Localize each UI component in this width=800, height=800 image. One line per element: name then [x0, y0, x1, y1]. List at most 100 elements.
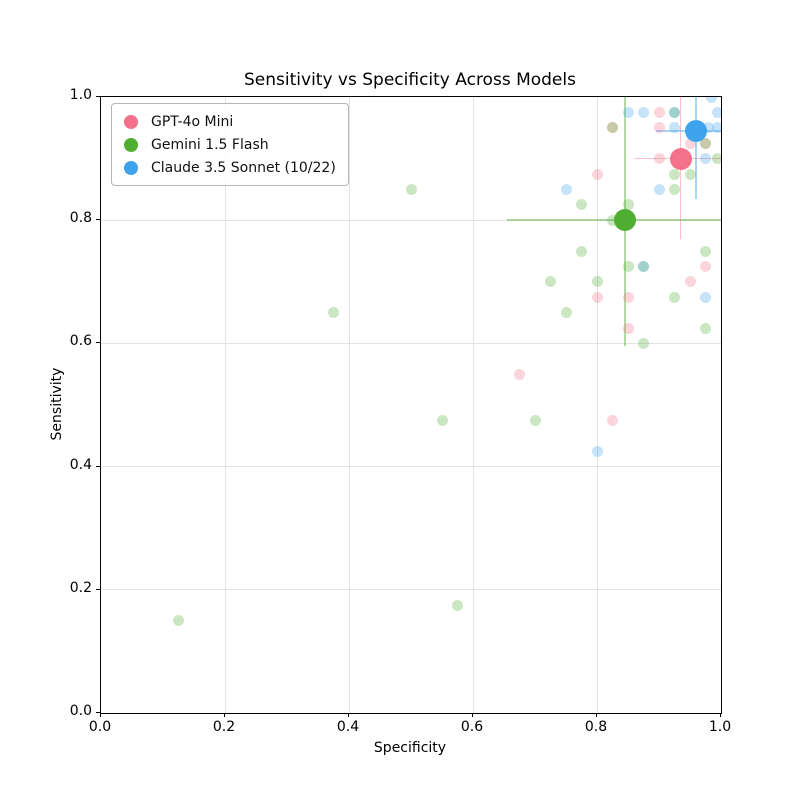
x-tick-label: 0.8 — [584, 719, 608, 735]
scatter-point — [638, 106, 649, 118]
scatter-point — [576, 245, 587, 257]
scatter-point — [328, 307, 339, 319]
y-tick-mark — [96, 219, 100, 221]
scatter-point — [591, 291, 603, 303]
scatter-point — [452, 599, 463, 611]
y-tick-label: 0.0 — [69, 703, 92, 719]
legend: GPT-4o Mini Gemini 1.5 Flash Claude 3.5 So… — [111, 103, 349, 186]
x-tick-label: 1.0 — [708, 719, 732, 735]
scatter-point — [700, 322, 711, 334]
x-tick-mark — [596, 713, 597, 717]
x-tick-label: 0.0 — [88, 719, 112, 735]
errorbar-vertical — [695, 97, 697, 199]
y-tick-mark — [96, 465, 100, 467]
y-tick-mark — [96, 712, 100, 713]
legend-item-label: Gemini 1.5 Flash — [151, 136, 269, 153]
scatter-point — [607, 122, 618, 134]
y-tick-mark — [96, 342, 100, 344]
scatter-point — [700, 137, 711, 149]
scatter-point — [173, 615, 184, 627]
plot-area: GPT-4o Mini Gemini 1.5 Flash Claude 3.5 So… — [100, 96, 722, 714]
scatter-point — [638, 260, 649, 272]
scatter-point — [706, 97, 718, 103]
gridline-vertical — [596, 97, 598, 713]
scatter-point — [669, 183, 680, 195]
scatter-point — [638, 337, 649, 349]
scatter-point — [700, 260, 711, 272]
y-tick-label: 0.4 — [69, 456, 92, 473]
scatter-point — [514, 368, 525, 380]
scatter-point — [607, 122, 618, 134]
scatter-point — [622, 260, 634, 272]
scatter-point — [545, 276, 556, 288]
scatter-point — [669, 168, 680, 180]
scatter-point — [712, 106, 721, 118]
chart-title: Sensitivity vs Specificity Across Models — [244, 70, 576, 90]
gridline-horizontal — [101, 589, 721, 591]
scatter-point — [638, 260, 649, 272]
y-tick-mark — [96, 96, 100, 97]
scatter-point — [560, 183, 572, 195]
scatter-point — [436, 414, 448, 426]
legend-swatch — [124, 114, 138, 129]
y-tick-label: 0.2 — [69, 579, 92, 596]
scatter-point — [622, 322, 634, 334]
legend-swatch — [124, 160, 138, 175]
scatter-point — [653, 106, 665, 118]
scatter-point — [405, 183, 417, 195]
scatter-point — [622, 106, 634, 118]
x-tick-mark — [224, 713, 225, 717]
gridline-vertical — [224, 97, 226, 713]
scatter-point — [607, 214, 618, 226]
y-tick-label: 0.6 — [69, 333, 92, 350]
x-tick-mark — [100, 713, 101, 717]
gridline-vertical — [348, 97, 350, 713]
scatter-point — [560, 307, 572, 319]
scatter-point — [700, 245, 711, 257]
legend-item: Claude 3.5 Sonnet (10/22) — [124, 156, 336, 179]
scatter-point — [712, 153, 721, 165]
scatter-point — [669, 106, 680, 118]
legend-swatch — [124, 137, 138, 152]
scatter-point — [591, 168, 603, 180]
legend-item-label: Claude 3.5 Sonnet (10/22) — [151, 159, 336, 176]
scatter-point — [607, 414, 618, 426]
scatter-point — [591, 276, 603, 288]
scatter-point — [622, 199, 634, 211]
legend-item-label: GPT-4o Mini — [151, 113, 234, 130]
legend-item: Gemini 1.5 Flash — [124, 133, 336, 156]
scatter-point — [712, 122, 721, 134]
scatter-point — [529, 414, 541, 426]
y-tick-label: 0.8 — [69, 210, 92, 227]
scatter-point — [684, 137, 696, 149]
scatter-point — [700, 137, 711, 149]
x-tick-label: 0.4 — [336, 719, 360, 735]
x-axis-label: Specificity — [373, 740, 447, 756]
scatter-point — [653, 183, 665, 195]
scatter-point — [684, 168, 696, 180]
scatter-point — [576, 199, 587, 211]
mean-marker — [669, 147, 692, 170]
x-tick-mark — [472, 713, 473, 717]
scatter-point — [669, 106, 680, 118]
gridline-horizontal — [101, 219, 721, 221]
gridline-horizontal — [101, 342, 721, 344]
y-tick-mark — [96, 588, 100, 590]
legend-item: GPT-4o Mini — [124, 110, 336, 133]
scatter-point — [622, 291, 634, 303]
scatter-point — [669, 291, 680, 303]
x-tick-mark — [348, 713, 349, 717]
scatter-point — [669, 122, 680, 134]
mean-marker — [685, 119, 708, 142]
scatter-point — [653, 153, 665, 165]
scatter-point — [684, 276, 696, 288]
x-tick-label: 0.6 — [460, 719, 484, 735]
mean-marker — [613, 209, 636, 232]
scatter-point — [700, 153, 711, 165]
x-tick-mark — [720, 713, 721, 717]
gridline-vertical — [472, 97, 474, 713]
x-tick-label: 0.2 — [212, 719, 236, 735]
scatter-point — [653, 122, 665, 134]
gridline-horizontal — [101, 466, 721, 468]
